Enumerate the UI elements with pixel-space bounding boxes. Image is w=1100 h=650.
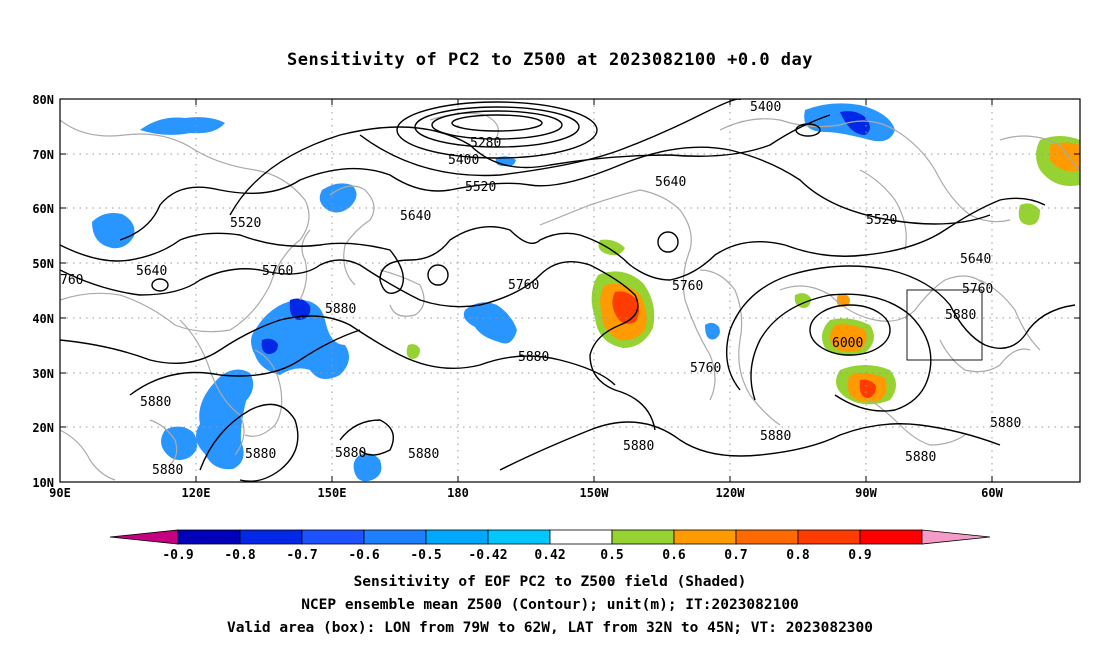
contour-label: 5880 (140, 395, 171, 410)
colorbar-segment (859, 529, 923, 545)
contour-label: 5880 (408, 447, 439, 462)
sensitivity-shading (92, 103, 1080, 482)
caption-valid-area: Valid area (box): LON from 79W to 62W, L… (226, 620, 873, 636)
contour-label: 5880 (335, 446, 366, 461)
contour-label: 5880 (623, 439, 654, 454)
colorbar-segment (363, 529, 427, 545)
contour-label: 5880 (245, 447, 276, 462)
contour-label: 5400 (750, 100, 781, 115)
colorbar: -0.9 -0.8 -0.7 -0.6 -0.5 -0.42 0.42 0.5 0.6 0.7 0.… (109, 529, 991, 563)
lon-label: 120W (716, 486, 746, 500)
contour-label: 5880 (945, 308, 976, 323)
map-title: Sensitivity of PC2 to Z500 at 2023082100… (286, 50, 813, 70)
colorbar-tick-label: 0.7 (724, 548, 747, 563)
colorbar-segment (797, 529, 861, 545)
colorbar-segment (673, 529, 737, 545)
colorbar-low-extension (109, 529, 179, 545)
contour-label: 5280 (470, 136, 501, 151)
lon-label: 90E (49, 486, 71, 500)
lat-label: 70N (32, 148, 54, 162)
colorbar-tick-label: 0.42 (534, 548, 565, 563)
colorbar-segment (611, 529, 675, 545)
contour-label: 760 (60, 273, 83, 288)
lat-label: 20N (32, 421, 54, 435)
colorbar-tick-label: 0.5 (600, 548, 623, 563)
contour-label: 5520 (866, 213, 897, 228)
latitude-labels: 80N 70N 60N 50N 40N 30N 20N 10N (32, 93, 54, 490)
colorbar-segment (487, 529, 551, 545)
colorbar-tick-label: -0.6 (348, 548, 379, 563)
contour-label: 5520 (465, 180, 496, 195)
lon-label: 180 (447, 486, 469, 500)
colorbar-tick-label: 0.9 (848, 548, 871, 563)
contour-label: 5640 (655, 175, 686, 190)
contour-label: 5760 (508, 278, 539, 293)
z500-contours (60, 99, 1076, 482)
colorbar-segment (239, 529, 303, 545)
colorbar-tick-label: -0.42 (468, 548, 507, 563)
colorbar-segment (177, 529, 241, 545)
contour-label: 5760 (690, 361, 721, 376)
grid (60, 99, 1080, 482)
lat-label: 60N (32, 202, 54, 216)
colorbar-tick-label: 0.6 (662, 548, 686, 563)
contour-label: 6000 (832, 336, 863, 351)
plot-frame (59, 98, 1081, 483)
longitude-labels: 90E 120E 150E 180 150W 120W 90W 60W (49, 486, 1003, 500)
contour-label: 5880 (518, 350, 549, 365)
colorbar-tick-label: -0.9 (162, 548, 193, 563)
lat-label: 30N (32, 367, 54, 381)
lon-label: 120E (182, 486, 211, 500)
contour-label: 5880 (905, 450, 936, 465)
colorbar-segment (549, 529, 613, 545)
contour-label: 5640 (136, 264, 167, 279)
contour-label: 5760 (672, 279, 703, 294)
colorbar-high-extension (921, 529, 991, 545)
colorbar-tick-label: 0.8 (786, 548, 810, 563)
caption-shading: Sensitivity of EOF PC2 to Z500 field (Sh… (353, 574, 747, 590)
contour-label: 5640 (960, 252, 991, 267)
lon-label: 150E (318, 486, 347, 500)
contour-label: 5880 (760, 429, 791, 444)
colorbar-tick-label: -0.8 (224, 548, 255, 563)
caption-contour: NCEP ensemble mean Z500 (Contour); unit(… (301, 597, 799, 613)
contour-label: 5760 (962, 282, 993, 297)
lat-label: 40N (32, 312, 54, 326)
colorbar-segment (425, 529, 489, 545)
lat-label: 80N (32, 93, 54, 107)
contour-label: 5880 (152, 463, 183, 478)
contour-label: 5640 (400, 209, 431, 224)
contour-labels: 5280 5400 5400 5520 5520 5520 5640 5640 … (60, 100, 1021, 478)
colorbar-segment (735, 529, 799, 545)
tick-marks (60, 99, 1080, 482)
colorbar-tick-label: -0.5 (410, 548, 441, 563)
colorbar-segment (301, 529, 365, 545)
lat-label: 50N (32, 257, 54, 271)
lon-label: 60W (981, 486, 1003, 500)
lat-label: 10N (32, 476, 54, 490)
contour-label: 5880 (325, 302, 356, 317)
valid-area-box (906, 289, 983, 361)
contour-label: 5880 (990, 416, 1021, 431)
lon-label: 150W (580, 486, 610, 500)
colorbar-tick-label: -0.7 (286, 548, 317, 563)
contour-label: 5760 (262, 264, 293, 279)
lon-label: 90W (855, 486, 877, 500)
contour-label: 5400 (448, 153, 479, 168)
contour-label: 5520 (230, 216, 261, 231)
